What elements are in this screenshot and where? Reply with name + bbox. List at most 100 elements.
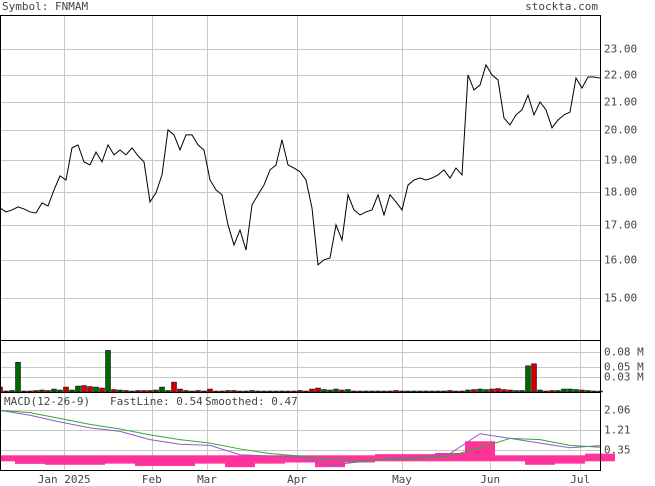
macd-histogram-bar (525, 455, 555, 465)
volume-bar (513, 390, 519, 393)
volume-bar (255, 390, 261, 393)
volume-bar (393, 390, 399, 393)
volume-bar (525, 365, 531, 393)
price-line (0, 63, 601, 266)
y-tick-label: 23.00 (604, 43, 637, 56)
macd-histogram-bar (45, 455, 75, 465)
volume-bar (213, 390, 219, 393)
volume-bar (333, 388, 339, 393)
volume-bar (183, 390, 189, 393)
volume-bar (423, 390, 429, 393)
y-tick-label: 22.00 (604, 69, 637, 82)
x-tick-label: Feb (142, 473, 162, 486)
volume-bar (543, 390, 549, 393)
volume-bar (357, 390, 363, 393)
macd-histogram-bar (135, 455, 165, 466)
volume-bar (483, 389, 489, 393)
volume-bar (189, 390, 195, 393)
y-tick-label: 1.21 (604, 424, 631, 437)
y-tick-label: 0.35 (604, 444, 631, 457)
volume-bar (207, 388, 213, 393)
volume-bar (561, 388, 567, 393)
volume-bar (417, 390, 423, 393)
volume-bar (225, 390, 231, 393)
y-tick-label: 20.00 (604, 124, 637, 137)
volume-bar (27, 390, 33, 393)
volume-bar (57, 389, 63, 393)
macd-histogram-bar (465, 441, 495, 462)
volume-bar (327, 389, 333, 393)
volume-bar (87, 386, 93, 393)
volume-bar (237, 390, 243, 393)
volume-bar (477, 388, 483, 393)
volume-bar (15, 362, 21, 393)
volume-bar (351, 390, 357, 393)
volume-bar (135, 390, 141, 393)
volume-bar (549, 390, 555, 393)
volume-bar (285, 390, 291, 393)
x-tick-label: Jan 2025 (38, 473, 91, 486)
y-tick-label: 21.00 (604, 96, 637, 109)
x-tick-label: Mar (197, 473, 217, 486)
x-tick-label: Jul (570, 473, 590, 486)
volume-bar (153, 389, 159, 393)
volume-bar (303, 390, 309, 393)
volume-bar (105, 350, 111, 393)
macd-histogram-bar (495, 455, 525, 462)
volume-bar (489, 388, 495, 393)
macd-histogram-bar (165, 455, 195, 466)
volume-bar (219, 390, 225, 393)
macd-histogram-bar (435, 452, 465, 462)
y-tick-label: 19.00 (604, 154, 637, 167)
site-label: stockta.com (525, 0, 598, 13)
volume-bar (165, 390, 171, 393)
volume-bar (195, 390, 201, 393)
volume-bar (129, 390, 135, 393)
volume-bar (51, 388, 57, 393)
volume-bar (567, 388, 573, 393)
macd-histogram-bar (315, 455, 345, 468)
volume-bar (429, 390, 435, 393)
volume-bar (279, 390, 285, 393)
volume-bar (381, 390, 387, 393)
volume-bar (147, 390, 153, 393)
volume-bar (321, 389, 327, 393)
volume-bar (9, 390, 15, 393)
volume-bar (0, 386, 3, 393)
macd-histogram-bar (105, 455, 135, 464)
volume-bar (69, 389, 75, 393)
price-frame (0, 15, 601, 341)
macd-histogram-bar (375, 454, 405, 462)
volume-bar (435, 390, 441, 393)
volume-bar (39, 389, 45, 393)
volume-bar (369, 390, 375, 393)
volume-bar (315, 387, 321, 393)
volume-bar (21, 390, 27, 393)
macd-frame (0, 392, 601, 471)
volume-bar (585, 390, 591, 393)
volume-bar (345, 389, 351, 393)
volume-bar (573, 389, 579, 393)
y-tick-label: 0.05 M (604, 361, 644, 374)
volume-bar (45, 390, 51, 393)
volume-bar (267, 390, 273, 393)
volume-bar (471, 389, 477, 393)
volume-bar (3, 390, 9, 393)
macd-line (0, 409, 601, 462)
volume-bar (459, 390, 465, 393)
macd-title: MACD(12-26-9) (4, 395, 90, 408)
volume-bar (291, 390, 297, 393)
volume-bar (519, 390, 525, 393)
macd-histogram-bar (555, 455, 585, 464)
y-tick-label: 18.00 (604, 186, 637, 199)
volume-bar (81, 385, 87, 393)
volume-bar (243, 390, 249, 393)
macd-histogram-bar (225, 455, 255, 468)
legend-entry: FastLine: 0.54 (110, 395, 203, 408)
volume-bar (117, 389, 123, 393)
x-tick-label: May (392, 473, 412, 486)
volume-bar (93, 386, 99, 393)
volume-bar (591, 390, 597, 393)
y-tick-label: 15.00 (604, 292, 637, 305)
